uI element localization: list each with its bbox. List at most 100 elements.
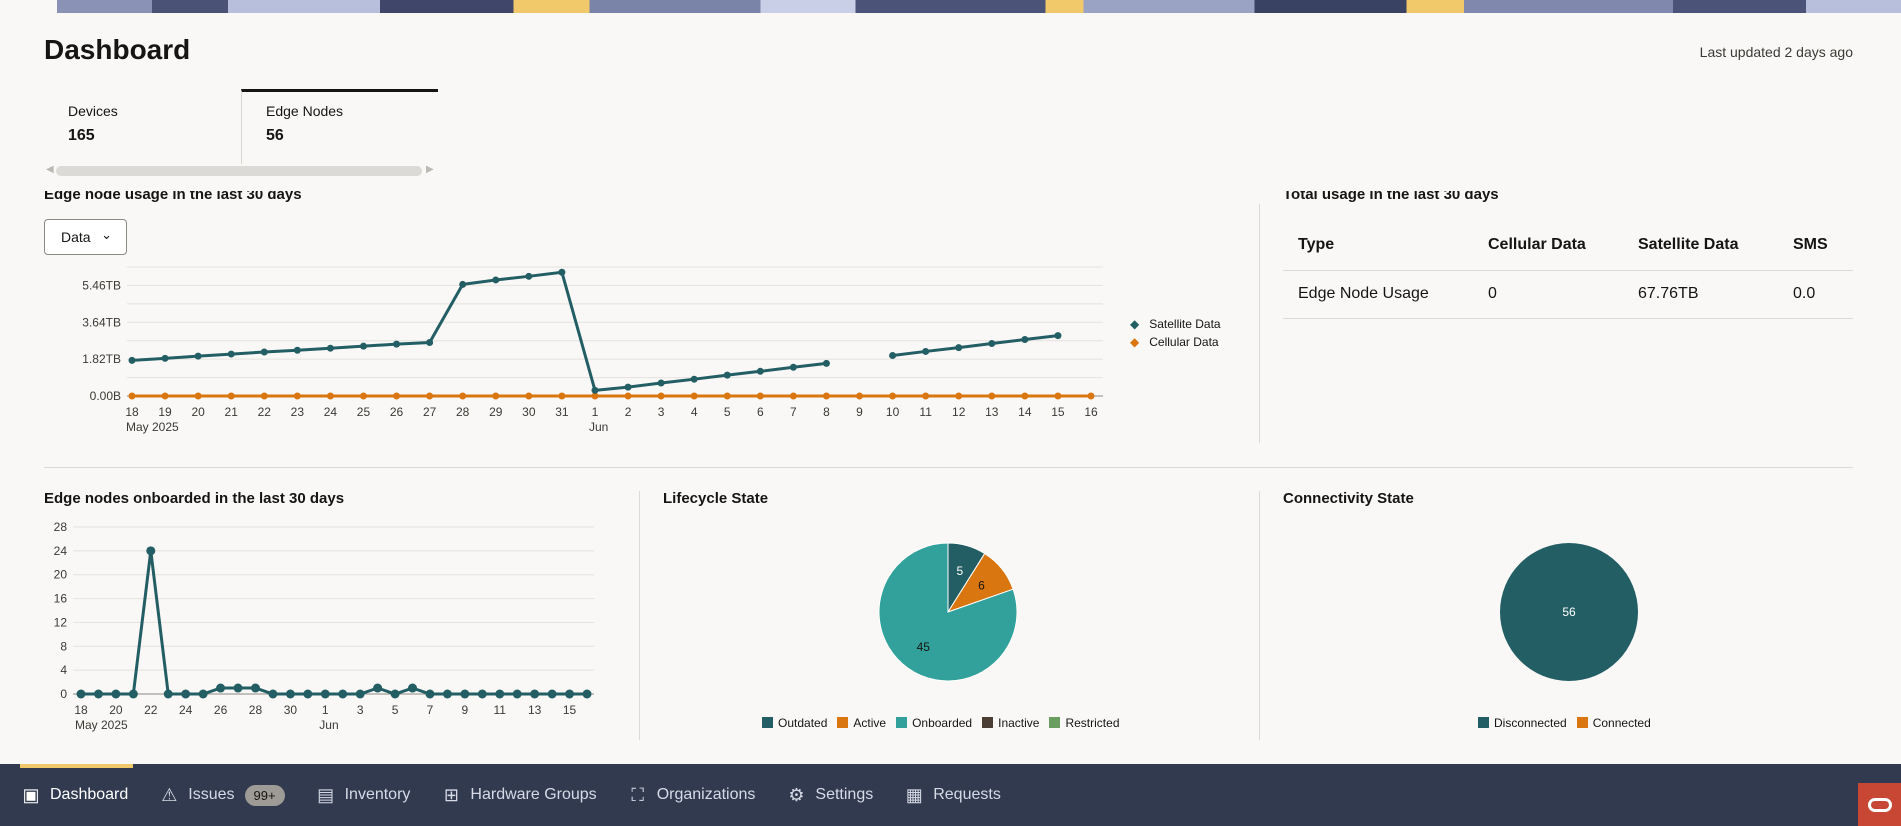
data-point — [624, 392, 632, 400]
data-point — [338, 689, 348, 699]
data-point — [320, 689, 330, 699]
data-point — [359, 392, 367, 400]
x-tick-label: 15 — [563, 703, 577, 717]
data-point — [128, 356, 136, 364]
data-point — [128, 689, 138, 699]
y-tick-label: 28 — [54, 520, 68, 534]
x-tick-label: 3 — [658, 405, 665, 419]
scroll-left-arrow[interactable]: ◀ — [46, 164, 54, 175]
nav-inventory[interactable]: ▤ Inventory — [315, 784, 410, 806]
usage-chart-title: Edge node usage in the last 30 days — [44, 191, 302, 203]
data-point — [889, 392, 897, 400]
data-point — [591, 386, 599, 394]
pie-label: 6 — [978, 578, 985, 592]
table-cell: 0.0 — [1778, 270, 1853, 319]
active-nav-indicator — [20, 764, 133, 768]
data-point — [1087, 392, 1095, 400]
nav-dashboard[interactable]: ▣ Dashboard — [20, 784, 128, 806]
metric-dropdown[interactable]: Data ⌄ — [44, 219, 127, 255]
column-header: SMS — [1778, 220, 1853, 271]
x-tick-label: 30 — [522, 405, 536, 419]
legend-item: Restricted — [1049, 716, 1120, 730]
data-point — [690, 392, 698, 400]
table-row: Edge Node Usage 0 67.76TB 0.0 — [1283, 270, 1853, 319]
x-tick-label: 26 — [214, 703, 228, 717]
data-point — [955, 392, 963, 400]
nav-issues[interactable]: ⚠ Issues 99+ — [158, 784, 285, 806]
y-tick-label: 0 — [60, 687, 67, 701]
data-point — [1021, 392, 1029, 400]
x-tick-label: 23 — [291, 405, 305, 419]
tab-edge-nodes[interactable]: Edge Nodes 56 — [241, 89, 438, 164]
x-tick-label: 5 — [392, 703, 399, 717]
chevron-down-icon: ⌄ — [101, 227, 112, 242]
legend-item: Inactive — [982, 716, 1039, 730]
nav-hardware-groups[interactable]: ⊞ Hardware Groups — [440, 784, 597, 806]
x-tick-label: 31 — [555, 405, 569, 419]
nav-requests[interactable]: ▦ Requests — [903, 784, 1001, 806]
data-point — [477, 689, 487, 699]
data-point — [111, 689, 121, 699]
x-group-label: Jun — [319, 718, 338, 732]
x-group-label: May 2025 — [75, 718, 128, 732]
data-point — [558, 392, 566, 400]
x-tick-label: 26 — [390, 405, 404, 419]
scroll-right-arrow[interactable]: ▶ — [426, 164, 434, 175]
tab-label: Edge Nodes — [266, 103, 344, 119]
x-tick-label: 11 — [494, 703, 507, 717]
data-point — [442, 689, 452, 699]
connectivity-title: Connectivity State — [1283, 490, 1414, 507]
x-tick-label: 24 — [324, 405, 338, 419]
data-point — [756, 392, 764, 400]
data-point — [988, 340, 996, 348]
x-group-label: Jun — [589, 420, 608, 434]
data-point — [250, 683, 260, 693]
data-point — [359, 342, 367, 350]
data-point — [789, 392, 797, 400]
nav-settings[interactable]: ⚙ Settings — [785, 784, 873, 806]
legend-item: Disconnected — [1478, 716, 1567, 730]
data-point — [558, 268, 566, 276]
tabs-scrollbar[interactable] — [56, 166, 422, 176]
nav-organizations[interactable]: ⛶ Organizations — [627, 784, 755, 806]
data-point — [591, 392, 599, 400]
lifecycle-title: Lifecycle State — [663, 490, 769, 507]
divider — [639, 491, 640, 740]
organizations-icon: ⛶ — [631, 784, 644, 805]
x-tick-label: 30 — [284, 703, 298, 717]
y-tick-label: 20 — [54, 568, 68, 582]
pie-slice — [946, 552, 1014, 613]
data-point — [260, 348, 268, 356]
x-tick-label: 22 — [144, 703, 158, 717]
x-tick-label: 3 — [357, 703, 364, 717]
data-point — [922, 347, 930, 355]
data-point — [293, 392, 301, 400]
data-point — [161, 392, 169, 400]
x-tick-label: 8 — [823, 405, 830, 419]
x-tick-label: 7 — [790, 405, 797, 419]
tab-devices[interactable]: Devices 165 — [44, 89, 241, 164]
x-group-label: May 2025 — [126, 420, 179, 434]
y-tick-label: 1.82TB — [82, 352, 121, 366]
data-point — [198, 689, 208, 699]
data-point — [373, 683, 383, 693]
x-tick-label: 21 — [225, 405, 239, 419]
series-line — [892, 334, 1059, 357]
data-point — [93, 689, 103, 699]
last-updated: Last updated 2 days ago — [1699, 44, 1853, 60]
series-line — [131, 270, 827, 392]
data-point — [657, 379, 665, 387]
data-point — [303, 689, 313, 699]
x-tick-label: 16 — [1084, 405, 1098, 419]
x-tick-label: 6 — [757, 405, 764, 419]
x-tick-label: 1 — [322, 703, 329, 717]
divider — [1259, 491, 1260, 740]
data-point — [525, 272, 533, 280]
oracle-logo[interactable] — [1858, 783, 1901, 826]
column-header: Satellite Data — [1623, 220, 1778, 271]
data-point — [285, 689, 295, 699]
divider — [1259, 204, 1260, 443]
x-tick-label: 25 — [357, 405, 371, 419]
y-tick-label: 12 — [54, 615, 68, 629]
data-point — [582, 689, 592, 699]
